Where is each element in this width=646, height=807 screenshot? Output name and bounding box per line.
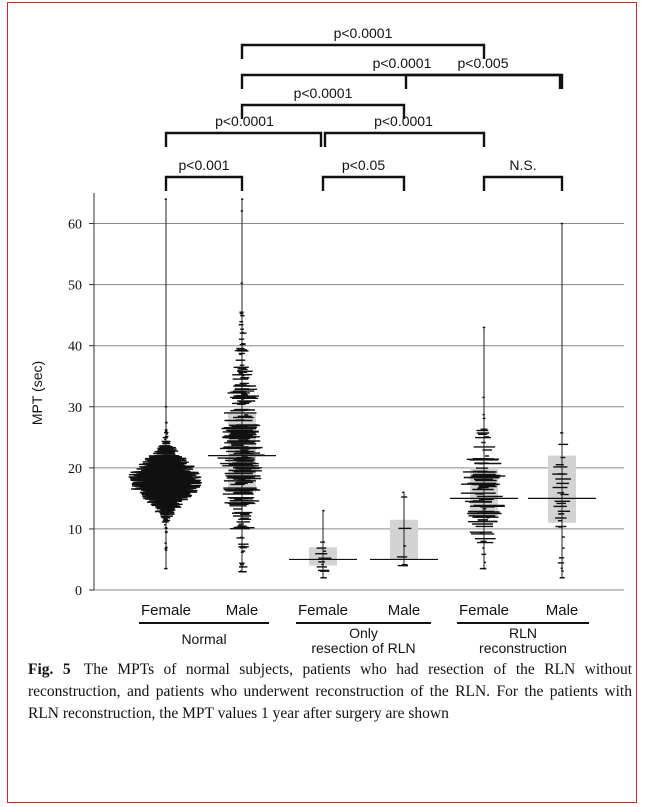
bracket: p<0.0001 [240, 55, 562, 89]
bracket: p<0.001 [164, 157, 244, 191]
figure-caption: Fig. 5 The MPTs of normal subjects, pati… [28, 659, 632, 725]
y-tick-label: 60 [68, 218, 82, 233]
y-tick-label: 50 [68, 279, 82, 294]
caption-text: The MPTs of normal subjects, patients wh… [28, 661, 632, 722]
bracket-label: p<0.05 [342, 157, 385, 173]
bracket-line [323, 131, 486, 147]
caption-label: Fig. 5 [28, 661, 71, 678]
y-tick-labels: 0 10 20 30 40 50 60 [68, 218, 82, 599]
bracket-label: N.S. [509, 157, 536, 173]
bracket-label: p<0.0001 [374, 113, 433, 129]
y-tick-label: 40 [68, 340, 82, 355]
group-label: reconstruction [479, 640, 567, 653]
point-cluster [128, 198, 202, 570]
bracket: p<0.0001 [240, 25, 486, 59]
category-label: Female [141, 602, 191, 619]
range-lines [165, 199, 563, 578]
category-label: Male [388, 602, 421, 619]
point-cluster [217, 198, 265, 573]
category-label: Male [226, 602, 259, 619]
group-label: Normal [181, 631, 226, 647]
iqr-boxes [152, 412, 576, 566]
data-points [128, 198, 571, 579]
y-tick-label: 0 [75, 584, 82, 599]
bracket: p<0.005 [404, 55, 564, 89]
category-labels: Female Male Female Male Female Male [141, 602, 578, 619]
point-cluster [315, 509, 332, 579]
median-lines [132, 455, 596, 561]
bracket-label: p<0.005 [458, 55, 509, 71]
category-label: Female [298, 602, 348, 619]
bracket-line [240, 43, 486, 59]
group-label: RLN [509, 625, 537, 641]
bracket: p<0.0001 [240, 85, 406, 119]
bracket: p<0.0001 [164, 113, 323, 147]
bracket-line [164, 175, 244, 191]
point-cluster [397, 491, 412, 567]
bracket-label: p<0.0001 [215, 113, 274, 129]
category-label: Female [459, 602, 509, 619]
bracket-label: p<0.0001 [373, 55, 432, 71]
bracket-line [240, 103, 406, 119]
bracket: p<0.05 [321, 157, 406, 191]
bracket-line [321, 175, 406, 191]
bracket-label: p<0.0001 [334, 25, 393, 41]
y-axis [89, 193, 95, 591]
bracket-line [482, 175, 564, 191]
bracket-line [164, 131, 323, 147]
y-tick-label: 30 [68, 401, 82, 416]
y-axis-label: MPT (sec) [29, 361, 45, 425]
bracket: N.S. [482, 157, 564, 191]
significance-brackets: p<0.001 p<0.05 N.S. p<0.0001 p<0.0001 p<0.000… [164, 25, 564, 191]
point-cluster [460, 326, 506, 570]
group-label: Only [349, 625, 378, 641]
grid-lines [94, 223, 624, 591]
figure-frame: 0 10 20 30 40 50 60 Female Male Female Male Female… [7, 2, 637, 803]
point-cluster [552, 222, 571, 579]
bracket-label: p<0.0001 [294, 85, 353, 101]
bracket: p<0.0001 [323, 113, 486, 147]
bracket-line [404, 73, 564, 89]
bracket-line [240, 73, 562, 89]
category-label: Male [546, 602, 579, 619]
y-tick-label: 10 [68, 523, 82, 538]
bracket-label: p<0.001 [179, 157, 230, 173]
group-label: resection of RLN [311, 640, 415, 653]
y-tick-label: 20 [68, 462, 82, 477]
